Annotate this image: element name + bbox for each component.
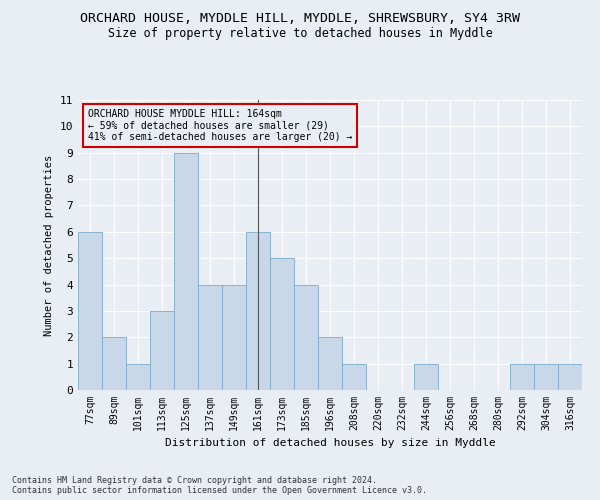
Bar bbox=[414, 364, 438, 390]
Bar bbox=[534, 364, 558, 390]
Bar bbox=[102, 338, 126, 390]
Bar bbox=[318, 338, 342, 390]
Bar bbox=[510, 364, 534, 390]
Bar bbox=[126, 364, 150, 390]
Bar bbox=[270, 258, 294, 390]
Bar bbox=[222, 284, 246, 390]
X-axis label: Distribution of detached houses by size in Myddle: Distribution of detached houses by size … bbox=[164, 438, 496, 448]
Y-axis label: Number of detached properties: Number of detached properties bbox=[44, 154, 54, 336]
Text: ORCHARD HOUSE MYDDLE HILL: 164sqm
← 59% of detached houses are smaller (29)
41% : ORCHARD HOUSE MYDDLE HILL: 164sqm ← 59% … bbox=[88, 108, 352, 142]
Text: ORCHARD HOUSE, MYDDLE HILL, MYDDLE, SHREWSBURY, SY4 3RW: ORCHARD HOUSE, MYDDLE HILL, MYDDLE, SHRE… bbox=[80, 12, 520, 26]
Bar bbox=[150, 311, 174, 390]
Bar bbox=[558, 364, 582, 390]
Bar bbox=[198, 284, 222, 390]
Bar bbox=[174, 152, 198, 390]
Text: Contains HM Land Registry data © Crown copyright and database right 2024.
Contai: Contains HM Land Registry data © Crown c… bbox=[12, 476, 427, 495]
Bar bbox=[246, 232, 270, 390]
Bar bbox=[78, 232, 102, 390]
Bar bbox=[294, 284, 318, 390]
Bar bbox=[342, 364, 366, 390]
Text: Size of property relative to detached houses in Myddle: Size of property relative to detached ho… bbox=[107, 28, 493, 40]
